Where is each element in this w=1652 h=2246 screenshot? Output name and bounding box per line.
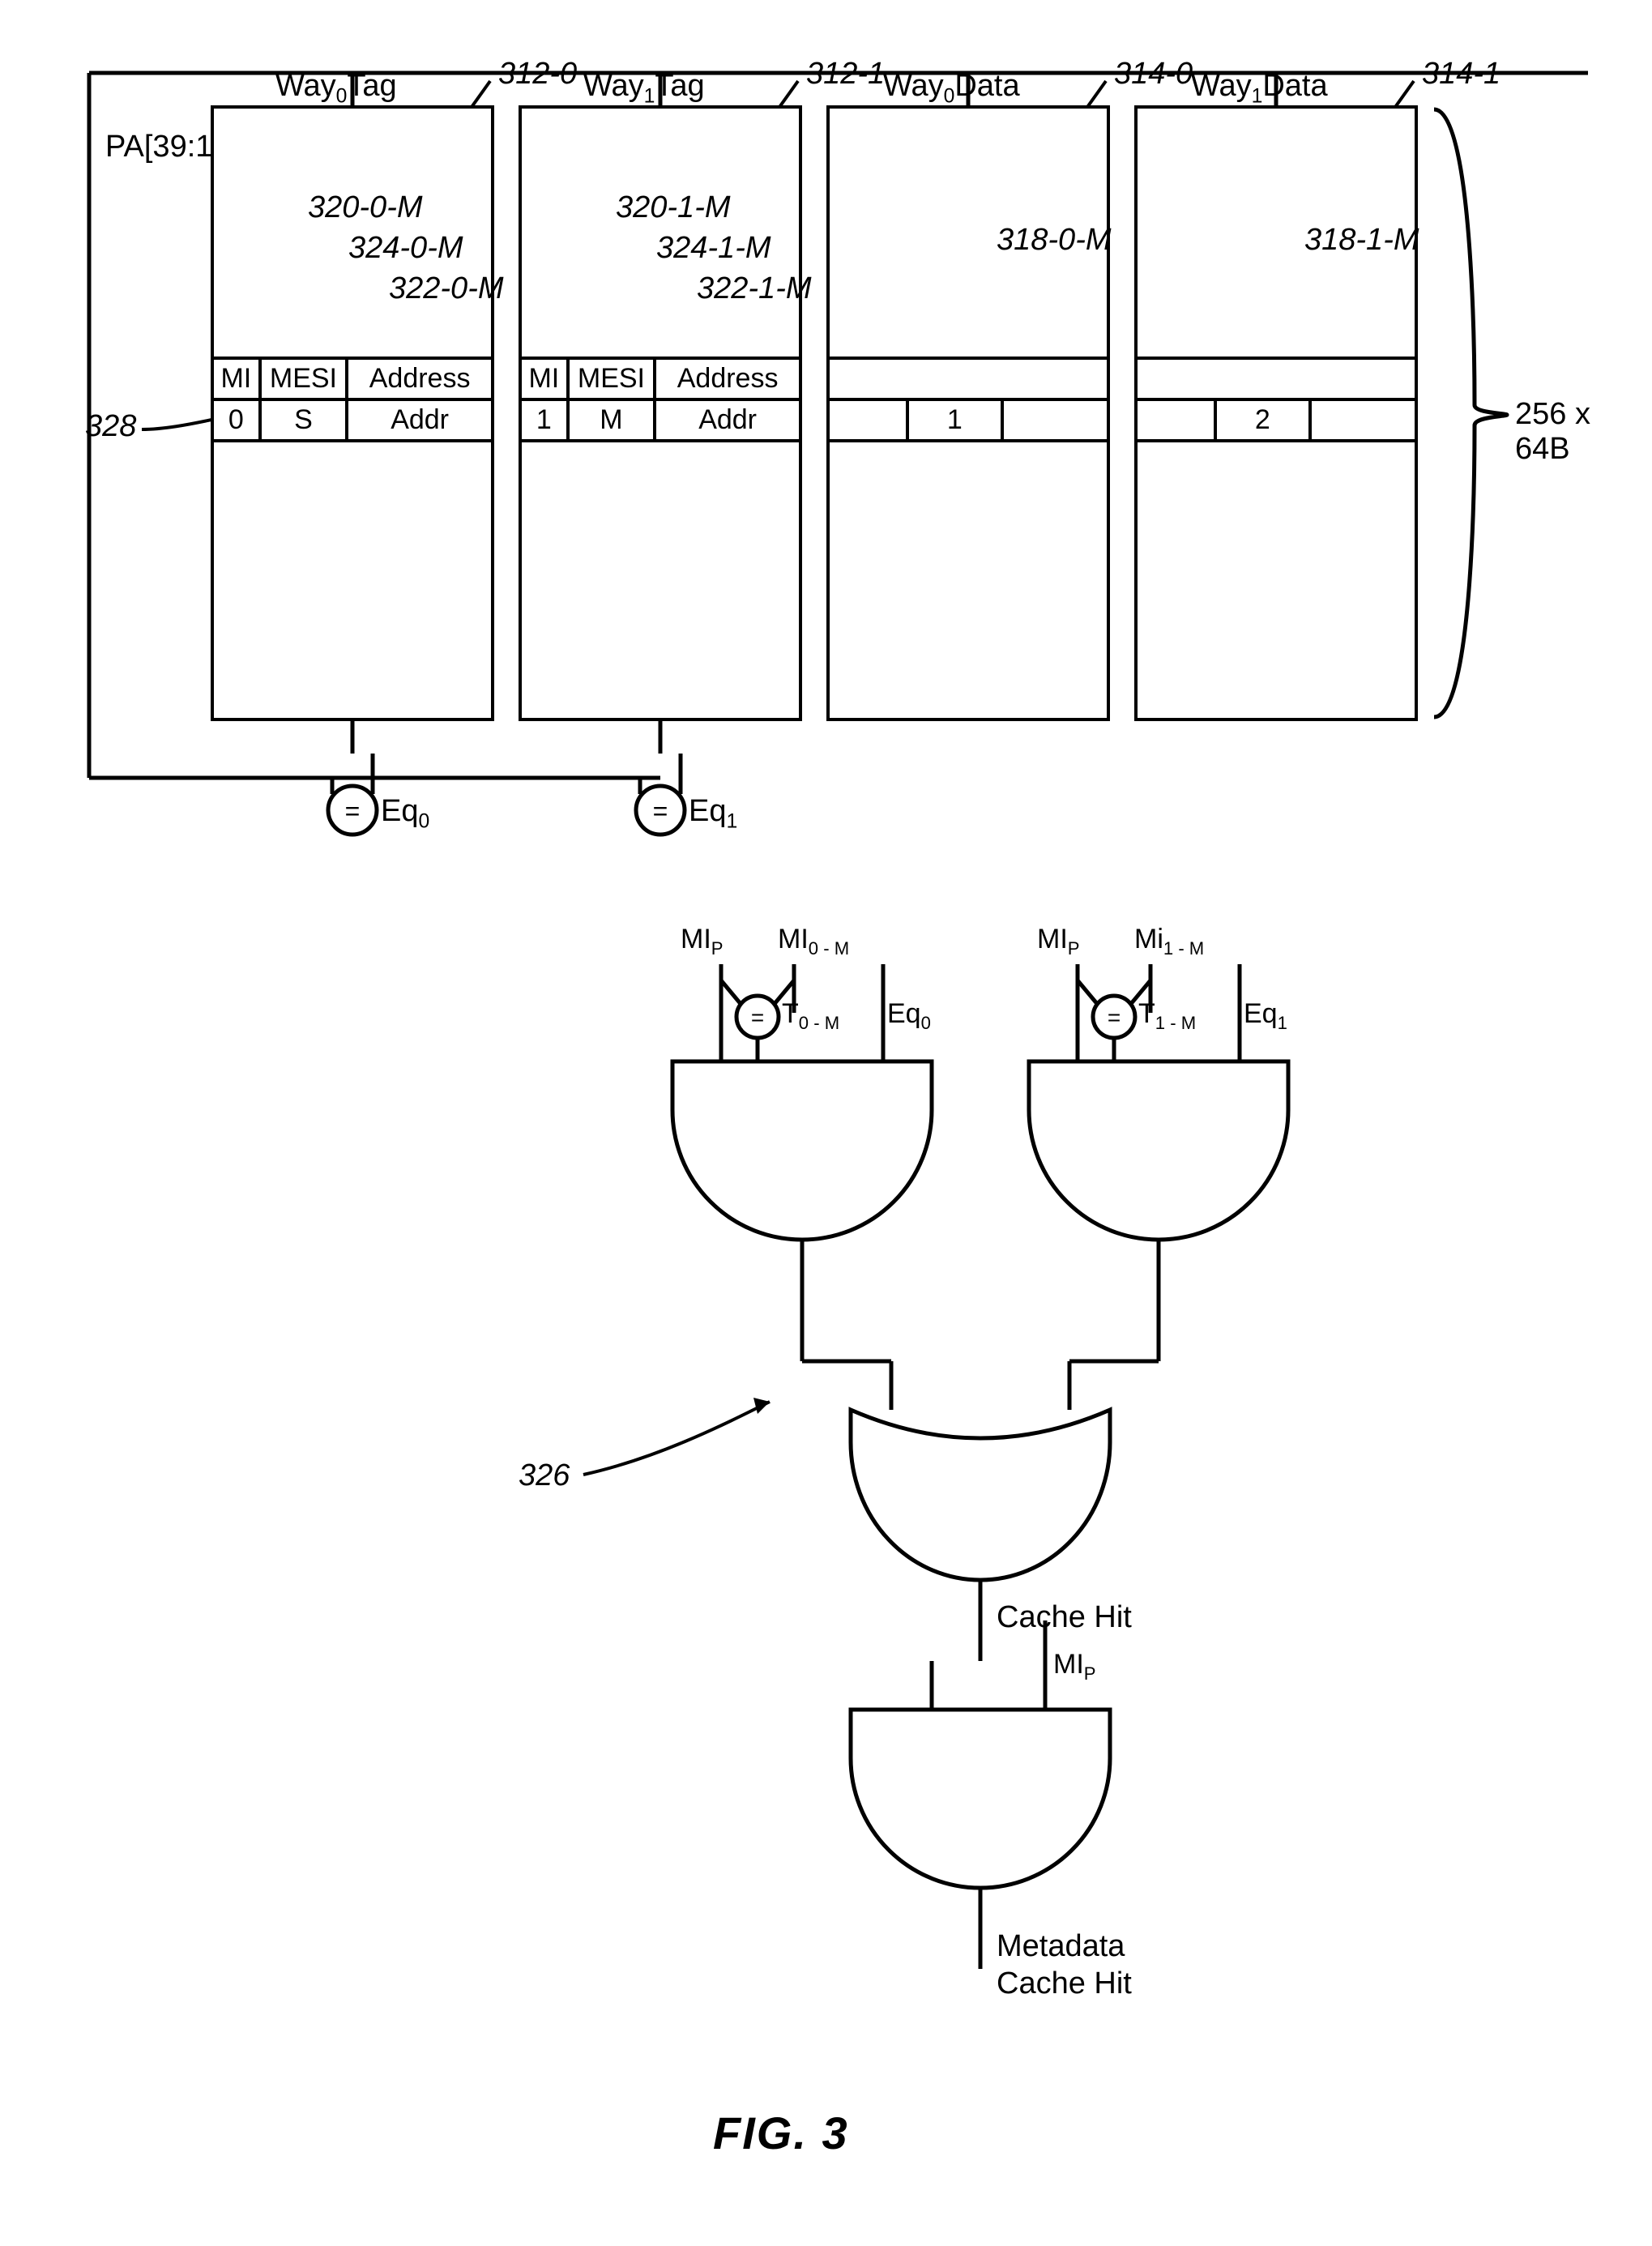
svg-text:=: = [751, 1005, 764, 1030]
callout-318-1-M: 318-1-M [1304, 223, 1419, 258]
final-mip: MIP [1053, 1649, 1096, 1684]
size-annotation: 256 x 64B [1515, 397, 1652, 467]
ref-326: 326 [519, 1458, 570, 1493]
and2-mip: MIP [1037, 924, 1080, 959]
callout-320-0-M: 320-0-M [308, 190, 423, 225]
metadata-cache-hit-label: Metadata Cache Hit [997, 1928, 1132, 2002]
eq0-label: Eq0 [381, 794, 429, 834]
val-addr: Addr [348, 401, 491, 439]
svg-text:=: = [1108, 1005, 1121, 1030]
ref-328: 328 [85, 409, 136, 444]
way1tag-header: MI MESI Address [519, 357, 802, 401]
way1data-row: 2 [1134, 398, 1418, 442]
ref-312-1: 312-1 [806, 57, 885, 92]
svg-text:=: = [345, 796, 361, 826]
and1-mi0m: MI0 - M [778, 924, 849, 959]
ref-314-1: 314-1 [1422, 57, 1500, 92]
and2-eq1: Eq1 [1244, 998, 1287, 1034]
callout-324-0-M: 324-0-M [348, 231, 463, 266]
and2-t1m: T1 - M [1138, 998, 1196, 1034]
way0data-row: 1 [826, 398, 1110, 442]
hdr-addr: Address [348, 360, 491, 398]
way0data-title: Way0Data [883, 69, 1020, 109]
svg-text:=: = [653, 796, 668, 826]
way0data-header [826, 357, 1110, 401]
hdr-mi: MI [214, 360, 262, 398]
way1data-title: Way1Data [1191, 69, 1328, 109]
callout-320-1-M: 320-1-M [616, 190, 731, 225]
way0tag-header: MI MESI Address [211, 357, 494, 401]
way1tag-title: Way1Tag [583, 69, 705, 109]
way0tag-title: Way0Tag [275, 69, 397, 109]
hdr-mesi: MESI [262, 360, 349, 398]
ref-314-0: 314-0 [1114, 57, 1193, 92]
and2-mi1m: Mi1 - M [1134, 924, 1204, 959]
and1-mip: MIP [681, 924, 724, 959]
callout-324-1-M: 324-1-M [656, 231, 771, 266]
way1data-header [1134, 357, 1418, 401]
callout-322-0-M: 322-0-M [389, 271, 504, 306]
and1-eq0: Eq0 [887, 998, 931, 1034]
way0tag-title-text: Way0Tag [275, 69, 397, 103]
callout-322-1-M: 322-1-M [697, 271, 812, 306]
and1-t0m: T0 - M [782, 998, 839, 1034]
ref-312-0: 312-0 [498, 57, 577, 92]
way1tag-row: 1 M Addr [519, 398, 802, 442]
eq1-label: Eq1 [689, 794, 737, 834]
diagram-canvas: = = = [0, 0, 1652, 2246]
callout-318-0-M: 318-0-M [997, 223, 1112, 258]
figure-title: FIG. 3 [713, 2107, 849, 2159]
val-mi: 0 [214, 401, 262, 439]
cache-hit-label: Cache Hit [997, 1600, 1132, 1635]
way0tag-row: 0 S Addr [211, 398, 494, 442]
val-mesi: S [262, 401, 349, 439]
